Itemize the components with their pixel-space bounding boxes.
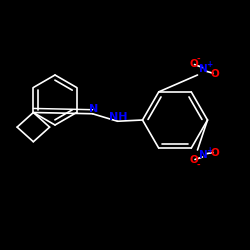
Text: O: O bbox=[210, 69, 220, 79]
Text: N: N bbox=[200, 150, 208, 160]
Text: +: + bbox=[206, 60, 212, 69]
Text: -: - bbox=[196, 160, 200, 170]
Text: O: O bbox=[190, 155, 198, 165]
Text: -: - bbox=[196, 55, 200, 64]
Text: +: + bbox=[206, 146, 212, 155]
Text: N: N bbox=[89, 104, 99, 114]
Text: N: N bbox=[200, 64, 208, 74]
Text: O: O bbox=[190, 59, 198, 69]
Text: O: O bbox=[210, 148, 220, 158]
Text: NH: NH bbox=[110, 112, 128, 122]
